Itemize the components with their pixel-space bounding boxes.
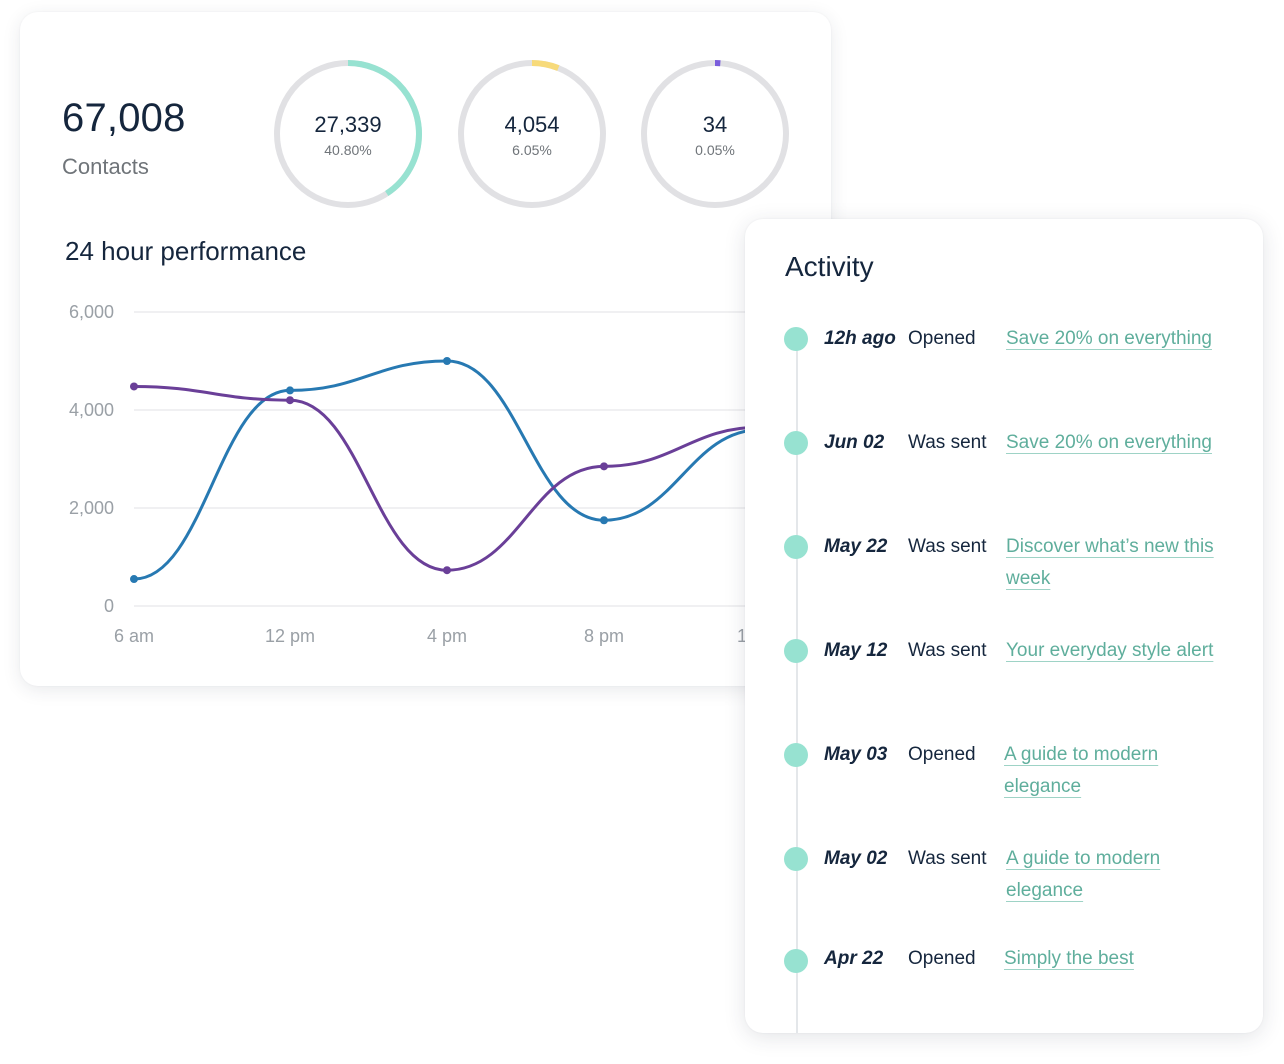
timeline-dot-icon: [784, 639, 808, 663]
activity-item: Apr 22 Opened Simply the best: [745, 947, 1263, 1033]
y-tick-label: 4,000: [69, 400, 114, 420]
ring-stat-1: 27,339 40.80%: [272, 58, 424, 210]
activity-action: Was sent: [908, 640, 987, 661]
activity-action: Opened: [908, 328, 976, 349]
ring-stat-2: 4,054 6.05%: [456, 58, 608, 210]
performance-line-chart: 0 2,000 4,000 6,000 6 am 12 pm 4 pm 8 pm 1: [69, 302, 831, 646]
ring-value-3: 34: [702, 112, 728, 137]
activity-date: 12h ago: [824, 328, 896, 349]
activity-title: Activity: [785, 251, 874, 282]
activity-item: 12h ago Opened Save 20% on everything: [745, 327, 1263, 417]
data-point: [286, 386, 294, 395]
ring-arc-3: [641, 60, 789, 208]
contacts-label: Contacts: [62, 154, 149, 179]
campaign-link[interactable]: Discover what’s new this week: [1006, 536, 1214, 589]
activity-action: Was sent: [908, 848, 987, 869]
activity-date: Apr 22: [824, 948, 884, 969]
y-tick-label: 2,000: [69, 498, 114, 518]
ring-stat-3: 34 0.05%: [639, 58, 791, 210]
ring-percent-3: 0.05%: [695, 142, 735, 158]
timeline-dot-icon: [784, 847, 808, 871]
timeline-dot-icon: [784, 327, 808, 351]
x-tick-label: 8 pm: [584, 626, 624, 646]
ring-value-2: 4,054: [504, 112, 560, 137]
data-point: [286, 396, 294, 405]
activity-action: Was sent: [908, 536, 987, 557]
contacts-total: 67,008: [62, 96, 186, 140]
timeline-dot-icon: [784, 743, 808, 767]
series-line-1: [132, 359, 763, 581]
activity-action: Opened: [908, 948, 976, 969]
ring-chart-1: [274, 60, 422, 208]
timeline-dot-icon: [784, 535, 808, 559]
ring-value-1: 27,339: [314, 112, 382, 137]
data-point: [130, 575, 138, 584]
activity-item: May 03 Opened A guide to modern elegance: [745, 743, 1263, 833]
activity-item: May 12 Was sent Your everyday style aler…: [745, 639, 1263, 729]
ring-chart-2: [458, 60, 606, 208]
data-point: [443, 357, 451, 365]
activity-action: Opened: [908, 744, 976, 765]
performance-title: 24 hour performance: [65, 236, 307, 266]
activity-date: May 03: [824, 744, 888, 765]
x-tick-label: 1: [737, 626, 747, 646]
activity-date: May 12: [824, 640, 888, 661]
timeline-dot-icon: [784, 949, 808, 973]
activity-card: Activity 12h ago Opened Save 20% on ever…: [745, 219, 1263, 1033]
ring-arc-1: [274, 60, 422, 208]
campaign-link[interactable]: Save 20% on everything: [1006, 432, 1212, 453]
activity-item: May 02 Was sent A guide to modern elegan…: [745, 847, 1263, 937]
ring-percent-2: 6.05%: [512, 142, 552, 158]
ring-arc-2: [458, 60, 606, 208]
activity-date: May 22: [824, 536, 888, 557]
timeline-dot-icon: [784, 431, 808, 455]
data-point: [600, 516, 608, 525]
timeline-line: [796, 339, 798, 1033]
ring-chart-3: [641, 60, 789, 208]
y-tick-label: 0: [104, 596, 114, 616]
campaign-link[interactable]: Save 20% on everything: [1006, 328, 1212, 349]
campaign-link[interactable]: A guide to modern elegance: [1004, 744, 1159, 797]
activity-action: Was sent: [908, 432, 987, 453]
ring-percent-1: 40.80%: [324, 142, 372, 158]
y-tick-label: 6,000: [69, 302, 114, 322]
summary-card: 67,008 Contacts 27,339 40.80% 4,054 6.05…: [20, 12, 831, 686]
campaign-link[interactable]: Simply the best: [1004, 948, 1134, 969]
data-point: [443, 566, 451, 575]
data-point: [130, 382, 138, 391]
activity-date: Jun 02: [824, 432, 885, 453]
campaign-link[interactable]: A guide to modern elegance: [1006, 848, 1161, 901]
activity-item: Jun 02 Was sent Save 20% on everything: [745, 431, 1263, 521]
campaign-link[interactable]: Your everyday style alert: [1006, 640, 1214, 661]
x-tick-label: 4 pm: [427, 626, 467, 646]
x-tick-label: 6 am: [114, 626, 154, 646]
x-tick-label: 12 pm: [265, 626, 315, 646]
activity-date: May 02: [824, 848, 888, 869]
data-point: [600, 462, 608, 471]
activity-item: May 22 Was sent Discover what’s new this…: [745, 535, 1263, 625]
series-line-2: [132, 384, 763, 572]
